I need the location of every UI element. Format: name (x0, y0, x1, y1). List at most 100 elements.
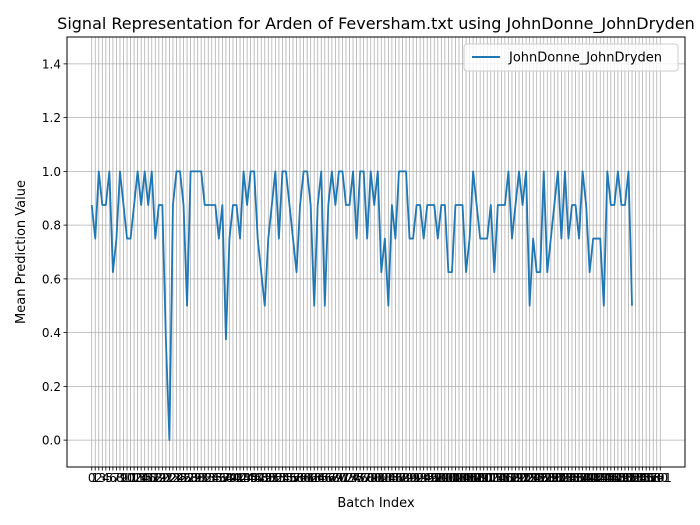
x-tick-label: 59 (292, 471, 307, 485)
x-tick-label: 36 (211, 471, 226, 485)
x-tick-label: 2 (95, 471, 103, 485)
x-tick-label: 151 (614, 471, 637, 485)
x-tick-label: 143 (585, 471, 608, 485)
x-tick-label: 150 (610, 471, 633, 485)
x-tick-label: 27 (179, 471, 194, 485)
x-tick-label: 76 (352, 471, 367, 485)
x-tick-label: 134 (553, 471, 576, 485)
x-tick-label: 19 (151, 471, 166, 485)
x-tick-label: 90 (402, 471, 417, 485)
y-tick-label: 1.4 (42, 57, 61, 71)
x-tick-label: 133 (550, 471, 573, 485)
x-tick-label: 160 (645, 471, 668, 485)
x-tick-label: 136 (561, 471, 584, 485)
x-tick-label: 49 (257, 471, 272, 485)
y-tick-label: 0.6 (42, 272, 61, 286)
x-tick-label: 138 (568, 471, 591, 485)
x-tick-label: 74 (345, 471, 360, 485)
x-tick-label: 29 (186, 471, 201, 485)
x-tick-label: 114 (483, 471, 506, 485)
x-tick-label: 61 (299, 471, 314, 485)
x-tick-label: 5 (106, 471, 114, 485)
x-tick-label: 65 (314, 471, 329, 485)
x-tick-label: 116 (490, 471, 513, 485)
x-tick-label: 63 (307, 471, 322, 485)
x-tick-label: 75 (349, 471, 364, 485)
x-tick-label: 124 (518, 471, 541, 485)
legend: JohnDonne_JohnDryden (463, 43, 679, 72)
x-tick-label: 16 (141, 471, 156, 485)
x-tick-label: 40 (225, 471, 240, 485)
x-tick-label: 126 (525, 471, 548, 485)
x-tick-label: 103 (444, 471, 467, 485)
x-tick-label: 127 (529, 471, 552, 485)
x-tick-label: 97 (427, 471, 442, 485)
x-axis-ticks: 0123456789101112131415161718192021222324… (88, 467, 672, 485)
x-tick-label: 148 (603, 471, 626, 485)
x-tick-label: 120 (504, 471, 527, 485)
x-tick-label: 113 (479, 471, 502, 485)
x-tick-label: 24 (169, 471, 184, 485)
x-tick-label: 54 (275, 471, 290, 485)
x-tick-label: 9 (120, 471, 128, 485)
x-tick-label: 53 (271, 471, 286, 485)
x-tick-label: 99 (434, 471, 449, 485)
x-tick-label: 70 (331, 471, 346, 485)
x-tick-label: 20 (155, 471, 170, 485)
x-tick-label: 82 (374, 471, 389, 485)
x-tick-label: 83 (377, 471, 392, 485)
x-tick-label: 145 (592, 471, 615, 485)
x-tick-label: 108 (462, 471, 485, 485)
x-tick-label: 118 (497, 471, 520, 485)
x-tick-label: 14 (134, 471, 149, 485)
plot-frame (66, 36, 686, 468)
x-tick-label: 123 (515, 471, 538, 485)
x-tick-label: 72 (338, 471, 353, 485)
x-tick-label: 109 (465, 471, 488, 485)
x-tick-label: 107 (458, 471, 481, 485)
x-tick-label: 13 (130, 471, 145, 485)
x-tick-label: 85 (384, 471, 399, 485)
x-tick-label: 62 (303, 471, 318, 485)
x-tick-label: 57 (285, 471, 300, 485)
x-tick-label: 60 (296, 471, 311, 485)
x-tick-label: 122 (511, 471, 534, 485)
x-tick-label: 50 (261, 471, 276, 485)
x-tick-label: 10 (119, 471, 134, 485)
y-tick-label: 1.0 (42, 165, 61, 179)
x-tick-label: 115 (486, 471, 509, 485)
x-tick-label: 68 (324, 471, 339, 485)
x-tick-label: 125 (522, 471, 545, 485)
x-tick-label: 159 (642, 471, 665, 485)
x-tick-label: 7 (113, 471, 121, 485)
x-tick-label: 132 (546, 471, 569, 485)
x-tick-label: 152 (617, 471, 640, 485)
x-tick-label: 48 (254, 471, 269, 485)
x-tick-label: 46 (247, 471, 262, 485)
x-tick-label: 22 (162, 471, 177, 485)
x-tick-label: 135 (557, 471, 580, 485)
x-tick-label: 6 (109, 471, 117, 485)
x-tick-label: 42 (232, 471, 247, 485)
x-tick-label: 35 (208, 471, 223, 485)
x-tick-label: 39 (222, 471, 237, 485)
x-tick-label: 71 (335, 471, 350, 485)
x-tick-label: 21 (158, 471, 173, 485)
x-tick-label: 30 (190, 471, 205, 485)
x-tick-label: 93 (413, 471, 428, 485)
x-tick-label: 94 (416, 471, 431, 485)
y-tick-label: 0.0 (42, 434, 61, 448)
x-tick-label: 32 (197, 471, 212, 485)
x-tick-label: 56 (282, 471, 297, 485)
y-axis-ticks: 0.0 0.2 0.4 0.6 0.8 1.0 1.2 1.4 (42, 57, 67, 448)
x-tick-label: 91 (405, 471, 420, 485)
x-tick-label: 141 (578, 471, 601, 485)
x-tick-label: 153 (621, 471, 644, 485)
x-tick-label: 3 (98, 471, 106, 485)
x-tick-label: 92 (409, 471, 424, 485)
x-tick-label: 110 (469, 471, 492, 485)
y-tick-label: 0.2 (42, 380, 61, 394)
x-tick-label: 77 (356, 471, 371, 485)
